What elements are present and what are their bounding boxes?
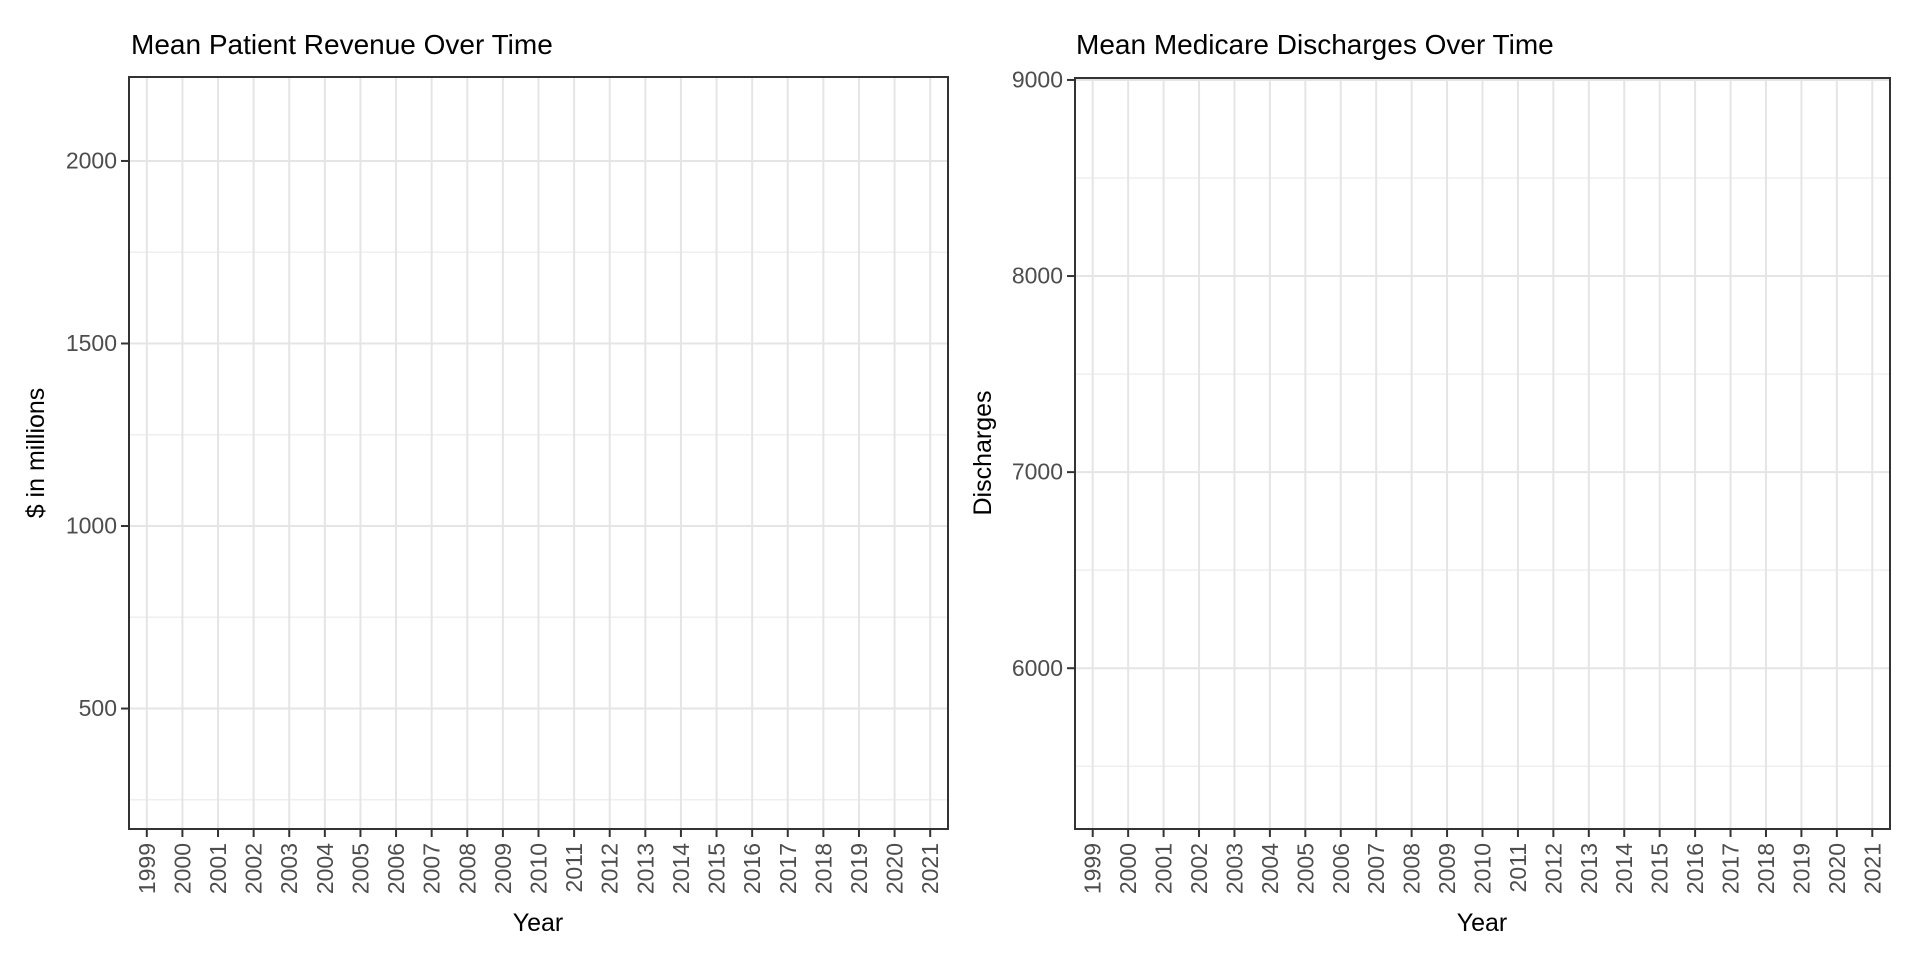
x-tick-label: 2004 — [1257, 843, 1283, 894]
x-tick-label: 2013 — [1576, 843, 1602, 894]
x-tick-label: 2000 — [1115, 843, 1141, 894]
discharges-chart-panel: 6000 7000 8000 9000 1999 2000 2001 2002 2003 2004… — [1012, 67, 1891, 894]
discharges-chart-figure: 6000 7000 8000 9000 1999 2000 2001 2002 2003 2004… — [960, 0, 1920, 960]
x-tick-label: 2017 — [1718, 843, 1744, 894]
x-tick-label: 2010 — [526, 843, 552, 894]
x-tick-label: 1999 — [134, 843, 160, 894]
discharges-chart-title: Mean Medicare Discharges Over Time — [1076, 29, 1554, 60]
x-tick-label: 2019 — [846, 843, 872, 894]
y-tick-label: 2000 — [66, 148, 117, 174]
y-tick-label: 8000 — [1012, 263, 1063, 289]
revenue-chart-title: Mean Patient Revenue Over Time — [131, 29, 553, 60]
x-tick-label: 2021 — [1859, 843, 1885, 894]
discharges-x-axis-title: Year — [1457, 909, 1508, 937]
x-tick-label: 2004 — [312, 843, 338, 894]
x-tick-label: 2006 — [1328, 843, 1354, 894]
y-tick-label: 1000 — [66, 513, 117, 539]
x-tick-label: 2008 — [1399, 843, 1425, 894]
y-tick-label: 1500 — [66, 330, 117, 356]
x-tick-label: 2017 — [775, 843, 801, 894]
x-tick-label: 2016 — [739, 843, 765, 894]
x-tick-label: 2018 — [810, 843, 836, 894]
discharges-chart: 6000 7000 8000 9000 1999 2000 2001 2002 2003 2004… — [969, 29, 1891, 937]
revenue-chart-figure: 500 1000 1500 2000 1999 2000 2001 2002 2003 2004 2… — [22, 29, 949, 937]
x-tick-label: 2011 — [561, 843, 587, 892]
x-tick-label: 2014 — [1611, 843, 1637, 894]
y-tick-label: 500 — [79, 695, 117, 721]
x-tick-label: 2006 — [383, 843, 409, 894]
x-tick-label: 2000 — [169, 843, 195, 894]
x-tick-label: 2005 — [1292, 843, 1318, 894]
x-tick-label: 2009 — [1434, 843, 1460, 894]
x-tick-label: 2011 — [1505, 843, 1531, 892]
x-tick-label: 2008 — [454, 843, 480, 894]
x-tick-label: 2009 — [490, 843, 516, 894]
y-tick-label: 6000 — [1012, 655, 1063, 681]
x-tick-label: 2002 — [1186, 843, 1212, 894]
revenue-chart-panel: 500 1000 1500 2000 1999 2000 2001 2002 2003 2004 2… — [66, 76, 949, 894]
x-tick-label: 2013 — [632, 843, 658, 894]
x-tick-label: 2012 — [597, 843, 623, 894]
x-tick-label: 2015 — [704, 843, 730, 894]
x-tick-label: 2003 — [276, 843, 302, 894]
y-tick-label: 7000 — [1012, 459, 1063, 485]
x-tick-label: 2019 — [1788, 843, 1814, 894]
x-tick-label: 2015 — [1647, 843, 1673, 894]
x-tick-label: 2021 — [917, 843, 943, 894]
x-tick-label: 2012 — [1540, 843, 1566, 894]
x-tick-label: 2020 — [1824, 843, 1850, 894]
revenue-x-axis-title: Year — [513, 909, 564, 937]
x-tick-label: 2003 — [1221, 843, 1247, 894]
x-tick-label: 2018 — [1753, 843, 1779, 894]
x-tick-label: 2002 — [241, 843, 267, 894]
x-tick-label: 2005 — [347, 843, 373, 894]
x-tick-label: 1999 — [1080, 843, 1106, 894]
revenue-y-axis-title: $ in millions — [22, 388, 50, 519]
x-tick-label: 2001 — [1151, 843, 1177, 894]
x-tick-label: 2007 — [419, 843, 445, 894]
x-tick-label: 2016 — [1682, 843, 1708, 894]
x-tick-label: 2007 — [1363, 843, 1389, 894]
revenue-chart: 500 1000 1500 2000 1999 2000 2001 2002 2003 2004 2… — [22, 29, 949, 937]
x-tick-label: 2020 — [882, 843, 908, 894]
x-tick-label: 2014 — [668, 843, 694, 894]
x-tick-label: 2001 — [205, 843, 231, 894]
x-tick-label: 2010 — [1470, 843, 1496, 894]
y-tick-label: 9000 — [1012, 67, 1063, 93]
discharges-y-axis-title: Discharges — [969, 390, 997, 515]
